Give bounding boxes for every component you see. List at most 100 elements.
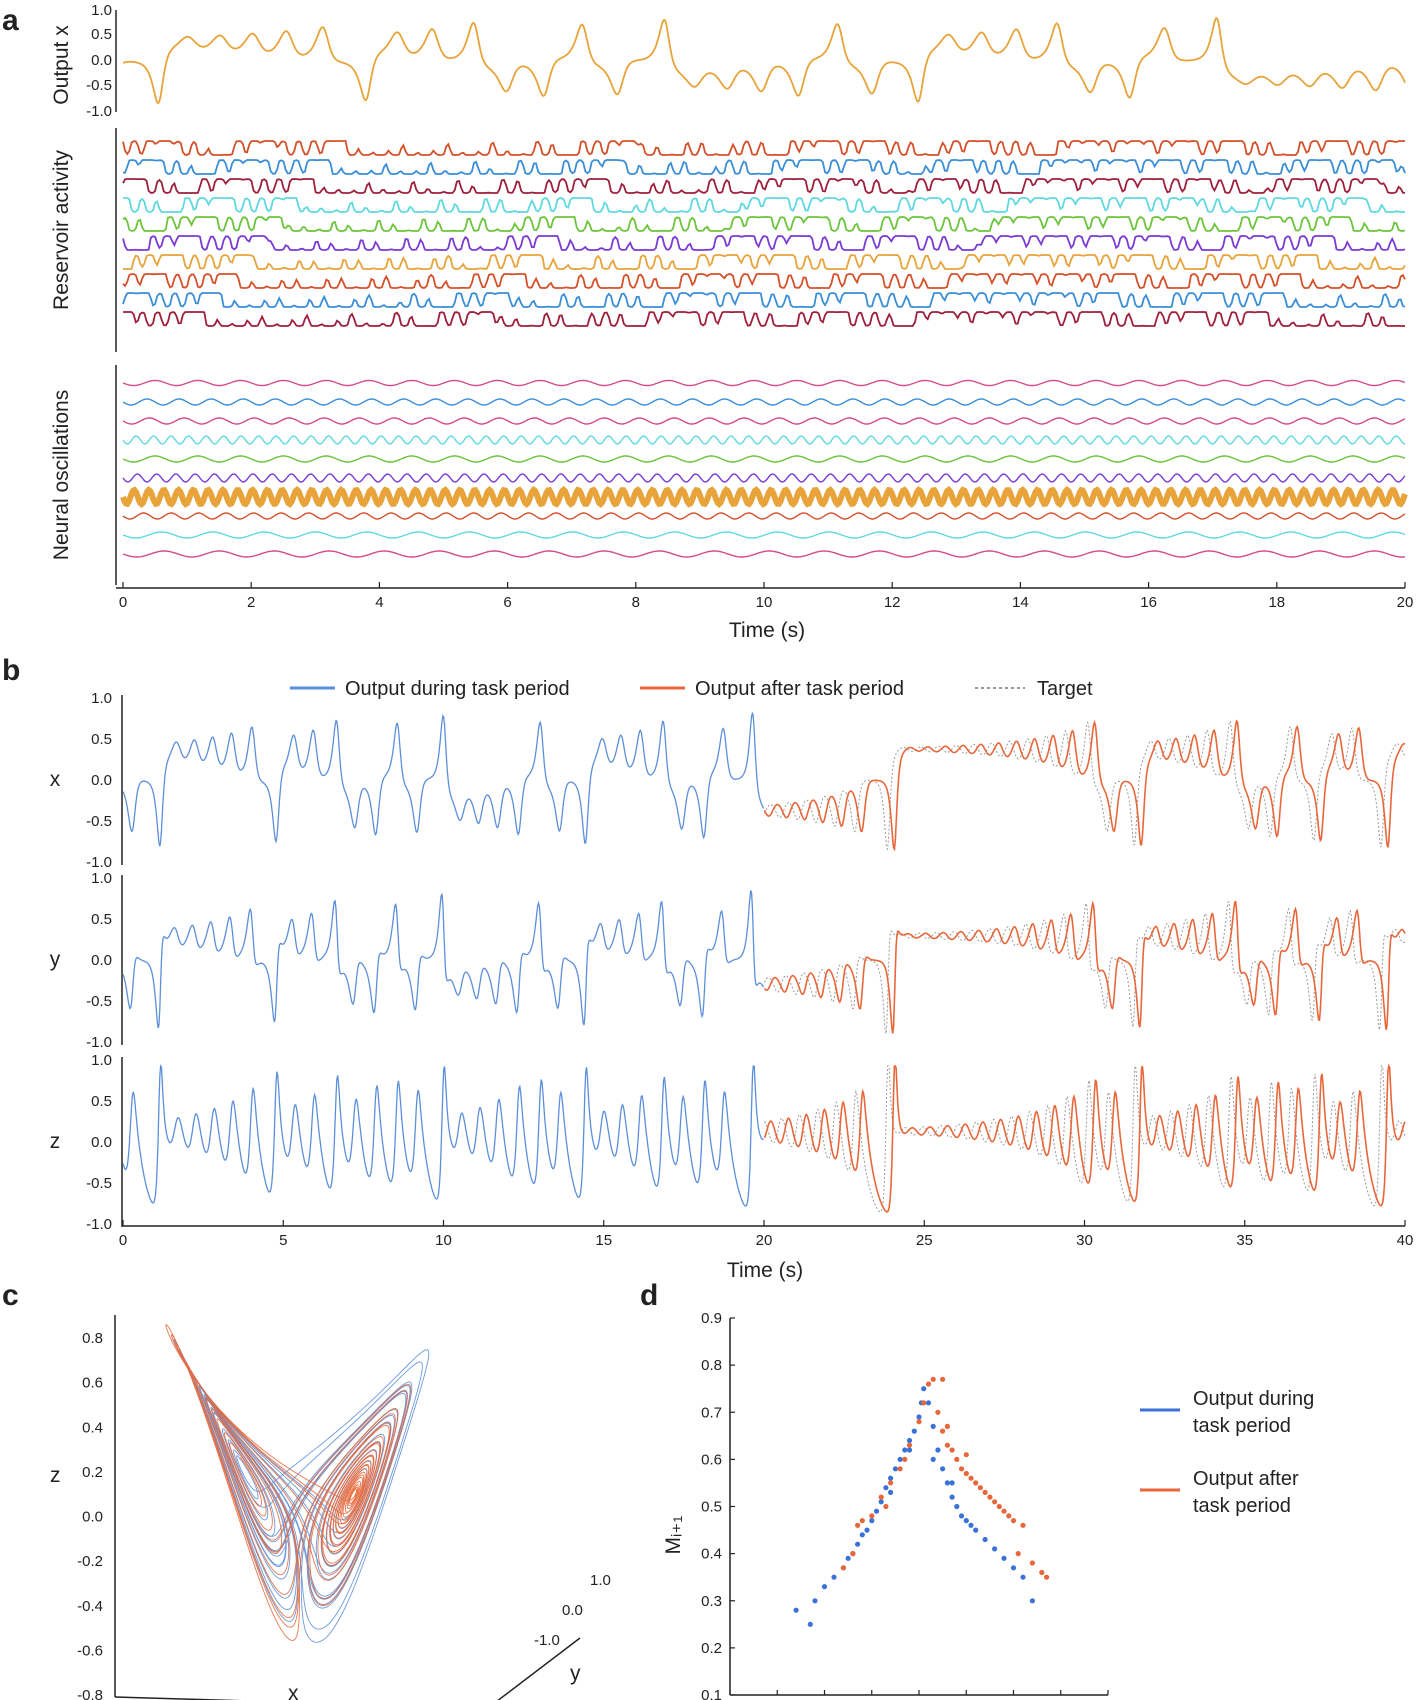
xtick-b-5: 25: [916, 1232, 933, 1249]
d-after-point-7: [897, 1466, 903, 1472]
xtick-a-7: 14: [1012, 594, 1029, 611]
d-after-point-35: [1044, 1574, 1050, 1580]
b-during-y: [122, 890, 765, 1029]
b-ytick-x-4: -1.0: [86, 854, 112, 871]
d-during-point-16: [897, 1456, 903, 1462]
xlabel-b: Time (s): [727, 1259, 803, 1282]
xtick-a-2: 4: [375, 594, 383, 611]
panel-letter-d: d: [640, 1279, 658, 1312]
b-after-z: [763, 1063, 1406, 1213]
d-ytick-8: 0.1: [701, 1687, 722, 1700]
c-zlabel: z: [50, 1464, 61, 1487]
d-during-point-31: [963, 1518, 969, 1524]
d-during-point-33: [973, 1527, 979, 1533]
xtick-b-8: 40: [1397, 1232, 1414, 1249]
oscillation-series-1: [122, 398, 1406, 406]
attractor-during: [173, 1339, 430, 1643]
d-during-point-44: [949, 1480, 955, 1486]
d-legend-after-1: Output after: [1193, 1468, 1299, 1490]
d-after-point-12: [930, 1376, 936, 1382]
xtick-b-6: 30: [1076, 1232, 1093, 1249]
c-yaxis: [497, 1637, 581, 1700]
d-after-point-3: [859, 1518, 865, 1524]
b-subplots: 1.0 0.5 0.0 -0.5 -1.0 x 1.0 0.5 0.0 -0.5 -1.0 y 1.0 0…: [50, 690, 1406, 1233]
ytick-a1-0: 1.0: [91, 2, 112, 19]
c-ztick-4: 0.0: [82, 1509, 103, 1526]
d-ytick-3: 0.6: [701, 1451, 722, 1468]
oscillation-series-6: [120, 485, 1408, 509]
d-after-point-2: [855, 1522, 861, 1528]
d-after-point-1: [850, 1551, 856, 1557]
oscillation-series-4: [122, 455, 1406, 463]
d-during-point-39: [1029, 1598, 1035, 1604]
d-during-point-7: [855, 1541, 861, 1547]
ytick-a1-1: 0.5: [91, 26, 112, 43]
d-after-point-16: [944, 1442, 951, 1448]
d-during-point-0: [793, 1607, 799, 1613]
xtick-a-0: 0: [119, 594, 127, 611]
b-ytick-z-2: 0.0: [91, 1134, 112, 1151]
reservoir-series-5: [122, 235, 1406, 251]
xtick-a-10: 20: [1397, 594, 1414, 611]
c-xlabel: x: [288, 1682, 299, 1700]
reservoir-series-1: [122, 159, 1406, 175]
d-after-point-8: [906, 1442, 913, 1448]
d-ytick-5: 0.4: [701, 1546, 722, 1563]
d-during-point-13: [883, 1485, 889, 1491]
b-target-x: [763, 720, 1406, 851]
d-after-point-36: [883, 1503, 889, 1510]
c-ytick-2: -1.0: [534, 1632, 560, 1649]
d-after-point-20: [963, 1470, 969, 1477]
d-after-point-37: [902, 1456, 908, 1462]
d-during-point-12: [878, 1499, 884, 1505]
d-during-point-43: [930, 1456, 936, 1462]
reservoir-series-group: [122, 140, 1406, 327]
d-after-point-23: [977, 1485, 984, 1491]
b-ytick-x-2: 0.0: [91, 772, 112, 789]
reservoir-series-2: [122, 178, 1406, 194]
legend-during: Output during task period: [345, 678, 570, 700]
ylabel-output-x: Output x: [50, 25, 73, 105]
reservoir-series-0: [122, 140, 1405, 156]
b-during-z: [122, 1064, 764, 1207]
d-during-point-8: [859, 1532, 865, 1538]
b-ytick-y-4: -1.0: [86, 1034, 112, 1051]
d-ticks: 0.10.20.30.40.50.60.70.80.90.90.80.70.60…: [701, 1310, 1109, 1700]
d-after-point-28: [1001, 1508, 1007, 1514]
panel-d: 0.10.20.30.40.50.60.70.80.90.90.80.70.60…: [662, 1310, 1314, 1700]
panel-letter-b: b: [2, 654, 20, 687]
d-during-point-32: [968, 1522, 974, 1528]
d-after-point-4: [869, 1513, 875, 1519]
d-after-point-31: [1015, 1551, 1021, 1557]
b-after-y: [763, 900, 1406, 1034]
d-during-point-25: [935, 1447, 941, 1453]
c-ztick-0: 0.8: [82, 1330, 103, 1347]
b-ylabel-x: x: [50, 768, 61, 791]
d-scatter-points: [793, 1376, 1050, 1627]
d-during-point-22: [921, 1386, 927, 1392]
d-after-point-39: [963, 1452, 969, 1458]
oscillation-series-group: [120, 379, 1408, 558]
d-during-point-30: [958, 1513, 965, 1519]
c-ticks: 0.80.60.40.20.0-0.2-0.4-0.6-0.8-0.8-0.6-…: [77, 1330, 611, 1700]
d-during-point-4: [831, 1574, 837, 1580]
ytick-a1-4: -1.0: [86, 103, 112, 120]
b-ytick-y-3: -0.5: [86, 993, 112, 1010]
d-during-point-29: [954, 1503, 960, 1510]
d-during-point-14: [888, 1475, 894, 1481]
d-after-point-27: [996, 1503, 1002, 1510]
b-ytick-x-0: 1.0: [91, 690, 112, 707]
ytick-a1-3: -0.5: [86, 77, 112, 94]
d-during-point-1: [807, 1621, 813, 1627]
b-during-x: [122, 712, 765, 847]
c-ztick-5: -0.2: [77, 1553, 103, 1570]
d-during-point-38: [1020, 1574, 1026, 1580]
d-during-point-3: [821, 1584, 828, 1590]
d-after-point-29: [1006, 1513, 1012, 1519]
attractor-after: [165, 1324, 412, 1641]
d-during-point-2: [812, 1598, 818, 1604]
reservoir-series-6: [123, 254, 1406, 270]
d-after-point-18: [954, 1456, 960, 1462]
d-during-point-15: [892, 1466, 899, 1472]
